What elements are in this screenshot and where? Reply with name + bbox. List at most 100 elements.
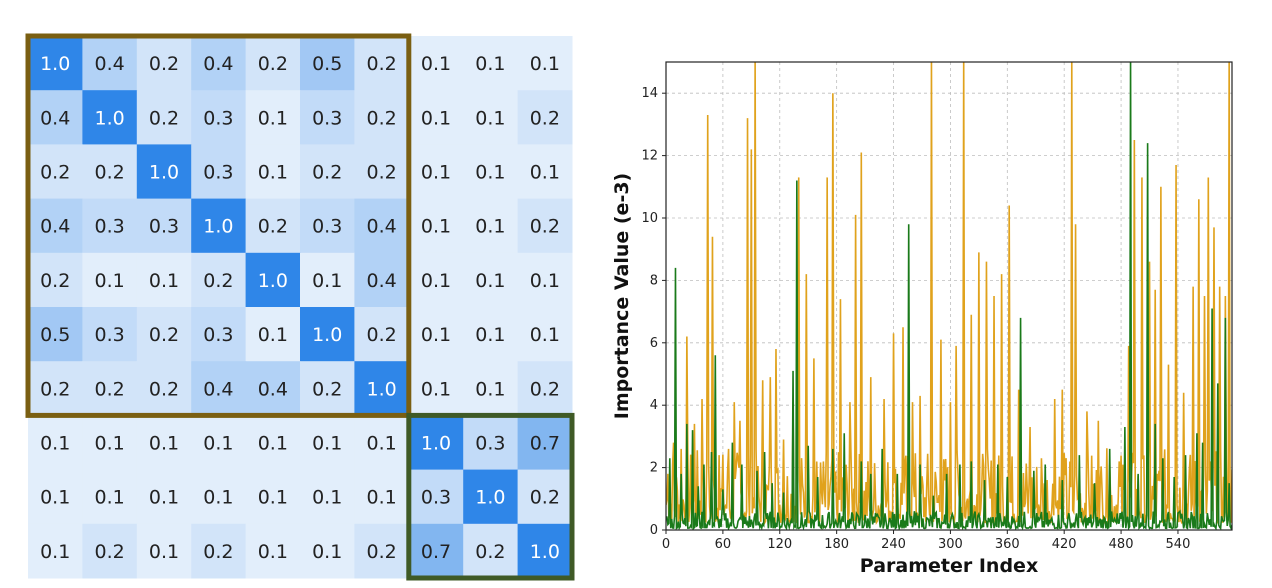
heatmap-cell [517,144,573,200]
x-axis-ticks: 0 60 120 180 240 300 360 420 480 540 [662,530,1190,552]
heatmap-cell-label: 0.1 [258,162,288,184]
heatmap-cell [28,361,83,416]
heatmap-cell-label: 0.3 [94,216,124,238]
heatmap-cell-label: 0.2 [312,162,342,184]
heatmap-cell-label: 0.2 [40,270,70,292]
heatmap-cell [300,307,355,362]
heatmap-cell-label: 0.1 [421,324,451,346]
heatmap-cell-label: 0.1 [366,487,396,509]
heatmap-cell-label: 0.1 [40,433,70,455]
heatmap-cell [408,252,464,308]
heatmap-cell-label: 0.5 [40,324,70,346]
heatmap-cell-label: 0.2 [366,107,396,129]
heatmap-cell [245,523,301,579]
heatmap-cell-label: 0.7 [421,541,451,563]
heatmap-cell [191,36,247,91]
heatmap-cell [517,469,573,525]
heatmap-cell [517,36,573,91]
heatmap-cell [300,469,355,525]
heatmap-cell-label: 0.4 [258,378,288,400]
y-tick-label: 12 [641,149,658,164]
heatmap-cell-label: 0.4 [40,216,70,238]
heatmap-cell-label: 0.2 [149,107,179,129]
heatmap-cell [517,415,573,471]
heatmap-cell [136,90,192,145]
heatmap-cell-label: 0.1 [421,107,451,129]
heatmap-cell [82,523,138,579]
heatmap-cell-label: 0.2 [149,53,179,75]
heatmap-cell [136,252,192,308]
heatmap-cell-label: 0.4 [40,107,70,129]
heatmap-cell-label: 0.2 [94,378,124,400]
heatmap-cell-label: 0.1 [312,433,342,455]
heatmap-cell-label: 0.1 [530,270,560,292]
heatmap-cell-label: 0.2 [40,162,70,184]
heatmap-cell [408,469,464,525]
x-tick-label: 360 [995,537,1020,552]
heatmap-cell [28,415,83,471]
heatmap-cell-label: 0.3 [203,107,233,129]
heatmap-cell [463,36,519,91]
heatmap-cell-label: 0.3 [203,162,233,184]
heatmap-cell [354,361,410,416]
heatmap-cell [82,361,138,416]
plot-series [666,62,1232,530]
heatmap-cell-label: 0.1 [94,270,124,292]
heatmap-cell-label: 0.1 [421,378,451,400]
heatmap-cell-label: 0.2 [149,378,179,400]
x-tick-label: 0 [662,537,670,552]
heatmap-cell [300,198,355,254]
x-tick-label: 60 [715,537,732,552]
heatmap-cell-label: 0.1 [530,53,560,75]
heatmap-cell [408,36,464,91]
heatmap-cell [191,361,247,416]
heatmap-cell [517,307,573,362]
heatmap-cell [82,252,138,308]
x-tick-label: 480 [1109,537,1134,552]
heatmap-cell [354,523,410,579]
heatmap-cell [517,252,573,308]
heatmap-group-box [25,33,412,418]
heatmap-cell [136,415,192,471]
heatmap-cell [408,90,464,145]
heatmap-cell-label: 1.0 [258,270,288,292]
heatmap-cell [136,198,192,254]
heatmap-cell-label: 0.1 [149,270,179,292]
heatmap-cell-label: 0.4 [203,378,233,400]
heatmap-cell-label: 0.2 [94,541,124,563]
x-tick-label: 120 [767,537,792,552]
heatmap-cell-label: 0.2 [366,162,396,184]
heatmap-cell-label: 0.3 [94,324,124,346]
heatmap-cell-label: 0.2 [40,378,70,400]
heatmap-cell-label: 0.1 [475,324,505,346]
heatmap-cell-label: 0.2 [312,378,342,400]
heatmap-cell [82,198,138,254]
heatmap-cell [28,198,83,254]
heatmap-cell-label: 0.1 [475,53,505,75]
heatmap-cell-label: 0.2 [258,53,288,75]
heatmap-cell [82,415,138,471]
heatmap-cell [245,144,301,200]
correlation-heatmap: 1.0 0.4 0.2 0.4 0.2 0.5 0.2 0.1 0.1 0.1 0.4 1.0 0.2 0… [25,33,575,581]
heatmap-cell-label: 0.1 [149,541,179,563]
heatmap-cell [245,415,301,471]
heatmap-cell [191,198,247,254]
heatmap-cell [463,307,519,362]
heatmap-cell [463,523,519,579]
heatmap-cell-label: 0.7 [530,433,560,455]
heatmap-cell [408,415,464,471]
heatmap-cell-label: 1.0 [149,162,179,184]
heatmap-cell [82,144,138,200]
x-axis-label: Parameter Index [860,555,1038,577]
heatmap-cell [245,361,301,416]
heatmap-cell [28,252,83,308]
heatmap-group-box [406,412,575,581]
heatmap-cell [136,361,192,416]
heatmap-cell [463,252,519,308]
heatmap-cell [82,307,138,362]
heatmap-cell-label: 0.1 [530,324,560,346]
heatmap-cell [28,90,83,145]
heatmap-cell-label: 0.1 [94,433,124,455]
heatmap-cell [28,307,83,362]
heatmap-cell [191,415,247,471]
